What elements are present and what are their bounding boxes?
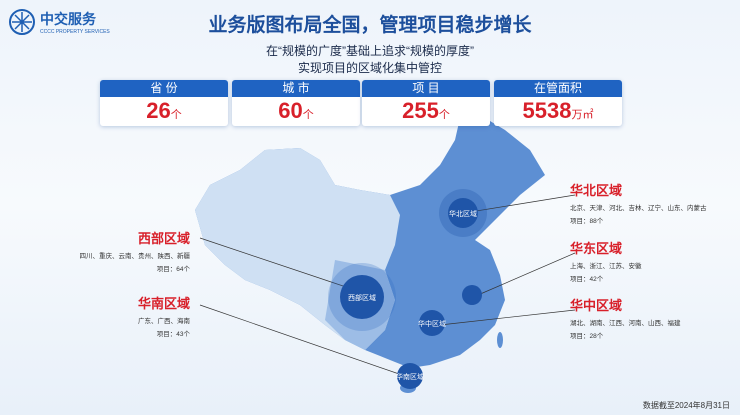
stat-card: 省 份 26个	[100, 80, 228, 126]
logo: 中交服务 CCCC PROPERTY SERVICES	[8, 8, 110, 36]
stat-unit: 万㎡	[571, 109, 594, 121]
stat-unit: 个	[438, 109, 450, 121]
region-name: 华中区域	[570, 298, 623, 313]
stat-unit: 个	[170, 109, 182, 121]
leader-line	[199, 304, 403, 376]
region-provinces: 广东、广西、海南	[138, 318, 190, 325]
region-projects: 项目：43个	[156, 331, 190, 338]
stat-row: 26个	[100, 97, 228, 129]
taiwan	[497, 332, 503, 348]
subtitle: 实现项目的区域化集中管控	[297, 61, 442, 75]
region-info: 华东区域上海、浙江、江苏、安徽 项目：42个	[570, 238, 730, 283]
stat-card: 城 市 60个	[232, 80, 360, 126]
stat-label: 省 份	[100, 80, 228, 97]
stat-label: 在管面积	[494, 80, 622, 97]
stat-row: 60个	[232, 97, 360, 129]
region-projects: 项目：28个	[570, 333, 604, 340]
leader-line	[477, 252, 576, 296]
bubble-label: 华南区域	[396, 372, 424, 381]
region-name: 西部区域	[137, 231, 190, 246]
footnote: 数据截至2024年8月31日	[642, 401, 730, 410]
region-name: 华南区域	[137, 296, 190, 311]
bubble	[462, 285, 482, 305]
region-projects: 项目：88个	[570, 218, 604, 225]
region-provinces: 北京、天津、河北、吉林、辽宁、山东、内蒙古	[570, 205, 707, 212]
region-info: 华南区域广东、广西、海南项目：43个	[30, 293, 190, 338]
stat-row: 255个	[362, 97, 490, 129]
region-provinces: 湖北、湖南、江西、河南、山西、福建	[570, 320, 681, 327]
bubble	[397, 363, 423, 389]
logo-subtitle: CCCC PROPERTY SERVICES	[40, 29, 110, 35]
stat-value: 26	[146, 98, 171, 123]
stat-card: 项 目 255个	[362, 80, 490, 126]
region-provinces: 上海、浙江、江苏、安徽	[570, 263, 642, 270]
bubble-label: 西部区域	[348, 293, 376, 302]
region-projects: 项目：42个	[570, 276, 604, 283]
region-name: 华东区域	[570, 241, 623, 256]
bubble-label: 华中区域	[418, 319, 446, 328]
stat-value: 255	[402, 98, 439, 123]
stat-label: 项 目	[362, 80, 490, 97]
region-name: 华北区域	[570, 183, 623, 198]
leader-line	[439, 309, 576, 326]
subtitle: 在“规模的广度”基础上追求“规模的厚度”	[266, 44, 474, 58]
stat-card: 在管面积 5538万㎡	[494, 80, 622, 126]
bubble	[419, 310, 445, 336]
region-info: 西部区域四川、重庆、云南、贵州、陕西、新疆项目：64个	[30, 228, 191, 273]
stat-row: 5538万㎡	[494, 97, 622, 129]
bubble	[448, 198, 478, 228]
stat-value: 60	[278, 98, 303, 123]
stat-unit: 个	[302, 109, 314, 121]
region-info: 华北区域北京、天津、河北、吉林、辽宁、山东、内蒙古 项目：88个	[570, 180, 730, 225]
region-provinces: 四川、重庆、云南、贵州、陕西、新疆	[79, 253, 191, 260]
leader-line	[469, 194, 576, 213]
leader-line	[199, 237, 356, 291]
logo-name: 中交服务	[40, 11, 96, 27]
stat-value: 5538	[522, 98, 572, 123]
bubble	[340, 275, 384, 319]
stat-label: 城 市	[232, 80, 360, 97]
bubble-label: 华北区域	[449, 209, 477, 218]
region-projects: 项目：64个	[156, 266, 190, 273]
title: 业务版图布局全国，管理项目稳步增长	[208, 15, 532, 36]
logo-icon	[9, 9, 35, 35]
region-info: 华中区域湖北、湖南、江西、河南、山西、福建 项目：28个	[570, 295, 730, 340]
